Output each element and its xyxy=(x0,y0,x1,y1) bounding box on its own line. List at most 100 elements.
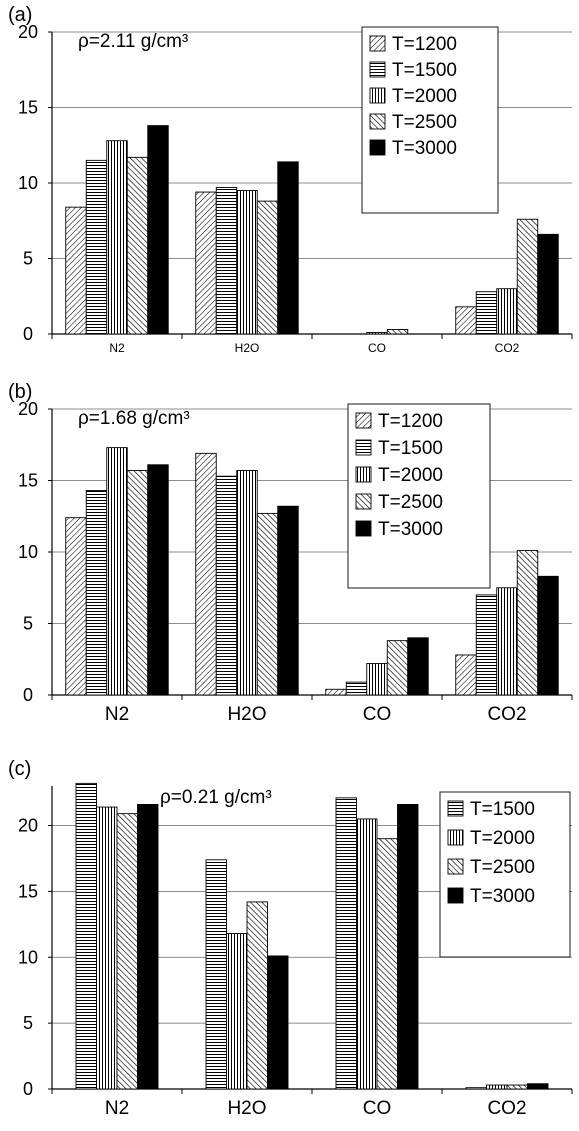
legend-label: T=3000 xyxy=(378,519,443,540)
bar-n2-t2000 xyxy=(96,806,118,1090)
bar-co-t1500 xyxy=(335,797,357,1090)
chart-panel-a: (a) ρ=2.11 g/cm³ 0 5 10 15 20 N2 H2O CO CO2 T=1200 T… xyxy=(0,0,579,377)
bar-n2-t3000 xyxy=(137,803,159,1090)
bar-h2o-t3000 xyxy=(277,161,299,335)
x-tick-label: H2O xyxy=(227,1098,266,1119)
legend-box xyxy=(347,403,491,589)
density-annotation: ρ=0.21 g/cm³ xyxy=(160,787,272,808)
legend-label: T=2500 xyxy=(378,492,443,513)
x-tick-label: CO xyxy=(363,1098,392,1119)
bar-n2-t1500 xyxy=(85,159,108,335)
legend-label: T=2000 xyxy=(378,465,443,486)
legend-swatch xyxy=(369,35,386,52)
y-tick-label: 15 xyxy=(18,881,38,901)
bar-n2-t1500 xyxy=(75,782,97,1090)
bar-n2-t3000 xyxy=(147,125,169,335)
y-tick-label: 20 xyxy=(18,399,38,419)
legend-label: T=2500 xyxy=(470,857,535,878)
bar-n2-t2500 xyxy=(126,470,149,696)
bar-co-t3000 xyxy=(407,637,429,696)
bar-n2-t2500 xyxy=(126,156,149,335)
x-tick-label: CO xyxy=(363,704,392,725)
legend-label: T=3000 xyxy=(470,886,535,907)
bar-co2-t1500 xyxy=(475,594,498,696)
bar-n2-t1200 xyxy=(65,206,87,335)
legend-label: T=2500 xyxy=(392,112,457,133)
bar-co-t2500 xyxy=(386,329,409,335)
bar-co2-t2000 xyxy=(496,288,518,335)
legend-swatch xyxy=(447,887,464,904)
bar-co-t1200 xyxy=(325,688,347,696)
bar-n2-t2500 xyxy=(116,813,138,1090)
legend-swatch xyxy=(355,412,372,429)
bar-n2-t1200 xyxy=(65,517,87,696)
legend-label: T=1200 xyxy=(378,411,443,432)
legend-swatch xyxy=(355,439,372,456)
bar-h2o-t2000 xyxy=(236,190,258,335)
x-tick-label: CO xyxy=(368,341,386,355)
bar-h2o-t3000 xyxy=(267,955,289,1090)
x-tick-label: N2 xyxy=(105,704,129,725)
bar-co2-t1200 xyxy=(455,654,477,696)
x-tick-label: N2 xyxy=(109,341,125,355)
legend-swatch xyxy=(369,139,386,156)
bar-h2o-t2500 xyxy=(256,200,279,335)
panel-label: (a) xyxy=(8,4,32,26)
bar-h2o-t1200 xyxy=(195,452,217,696)
legend-swatch xyxy=(355,493,372,510)
x-tick-label: H2O xyxy=(235,341,260,355)
legend-swatch xyxy=(355,520,372,537)
legend-label: T=3000 xyxy=(392,138,457,159)
legend-swatch xyxy=(447,858,464,875)
bar-h2o-t1500 xyxy=(205,859,227,1090)
y-tick-label: 10 xyxy=(18,947,38,967)
bar-h2o-t2000 xyxy=(236,470,258,696)
legend-label: T=2000 xyxy=(470,828,535,849)
legend-swatch xyxy=(369,87,386,104)
chart-svg-a: (a) ρ=2.11 g/cm³ 0 5 10 15 20 N2 H2O CO CO2 T=1200 T… xyxy=(8,4,573,355)
bar-h2o-t2000 xyxy=(226,933,248,1090)
bar-n2-t1500 xyxy=(85,490,108,696)
bar-co2-t2000 xyxy=(496,587,518,696)
bar-n2-t2000 xyxy=(106,140,128,335)
x-tick-label: H2O xyxy=(227,704,266,725)
bar-h2o-t3000 xyxy=(277,505,299,696)
chart-svg-b: (b) ρ=1.68 g/cm³ 0 5 10 15 20 N2 H2O CO CO2 T=1200 T… xyxy=(8,381,573,725)
density-annotation: ρ=2.11 g/cm³ xyxy=(78,31,188,52)
x-tick-label: CO2 xyxy=(487,704,526,725)
y-tick-label: 5 xyxy=(23,249,33,269)
bar-co-t2000 xyxy=(366,332,388,335)
legend-label: T=1500 xyxy=(392,60,457,81)
bar-co2-t2500 xyxy=(516,218,539,335)
bar-co-t2000 xyxy=(356,818,378,1090)
x-tick-label: CO2 xyxy=(487,1098,526,1119)
bar-h2o-t1200 xyxy=(195,191,217,335)
legend-label: T=2000 xyxy=(392,86,457,107)
panel-label: (b) xyxy=(8,381,32,403)
bar-co2-t2000 xyxy=(486,1084,508,1090)
density-annotation: ρ=1.68 g/cm³ xyxy=(78,408,190,429)
y-tick-label: 0 xyxy=(23,1079,33,1099)
chart-svg-c: (c) ρ=0.21 g/cm³ 0 5 10 15 20 N2 H2O CO CO2 T=1500 T… xyxy=(8,758,573,1119)
bar-co2-t3000 xyxy=(537,575,559,696)
y-tick-label: 5 xyxy=(23,614,33,634)
y-tick-label: 5 xyxy=(23,1013,33,1033)
legend-swatch xyxy=(355,466,372,483)
bar-h2o-t1500 xyxy=(215,187,238,335)
bar-co2-t1500 xyxy=(465,1087,487,1090)
chart-panel-c: (c) ρ=0.21 g/cm³ 0 5 10 15 20 N2 H2O CO CO2 T=1500 T… xyxy=(0,754,579,1131)
y-tick-label: 0 xyxy=(23,324,33,344)
legend-label: T=1500 xyxy=(470,799,535,820)
legend-label: T=1200 xyxy=(392,34,457,55)
legend-swatch xyxy=(447,829,464,846)
y-tick-label: 10 xyxy=(18,542,38,562)
legend-box xyxy=(439,791,571,958)
bar-co2-t3000 xyxy=(527,1083,549,1090)
y-tick-label: 15 xyxy=(18,98,38,118)
bar-n2-t2000 xyxy=(106,447,128,696)
legend-swatch xyxy=(447,800,464,817)
bar-n2-t3000 xyxy=(147,464,169,696)
bar-co-t1500 xyxy=(345,681,368,696)
legend-label: T=1500 xyxy=(378,438,443,459)
x-tick-label: CO2 xyxy=(495,341,520,355)
